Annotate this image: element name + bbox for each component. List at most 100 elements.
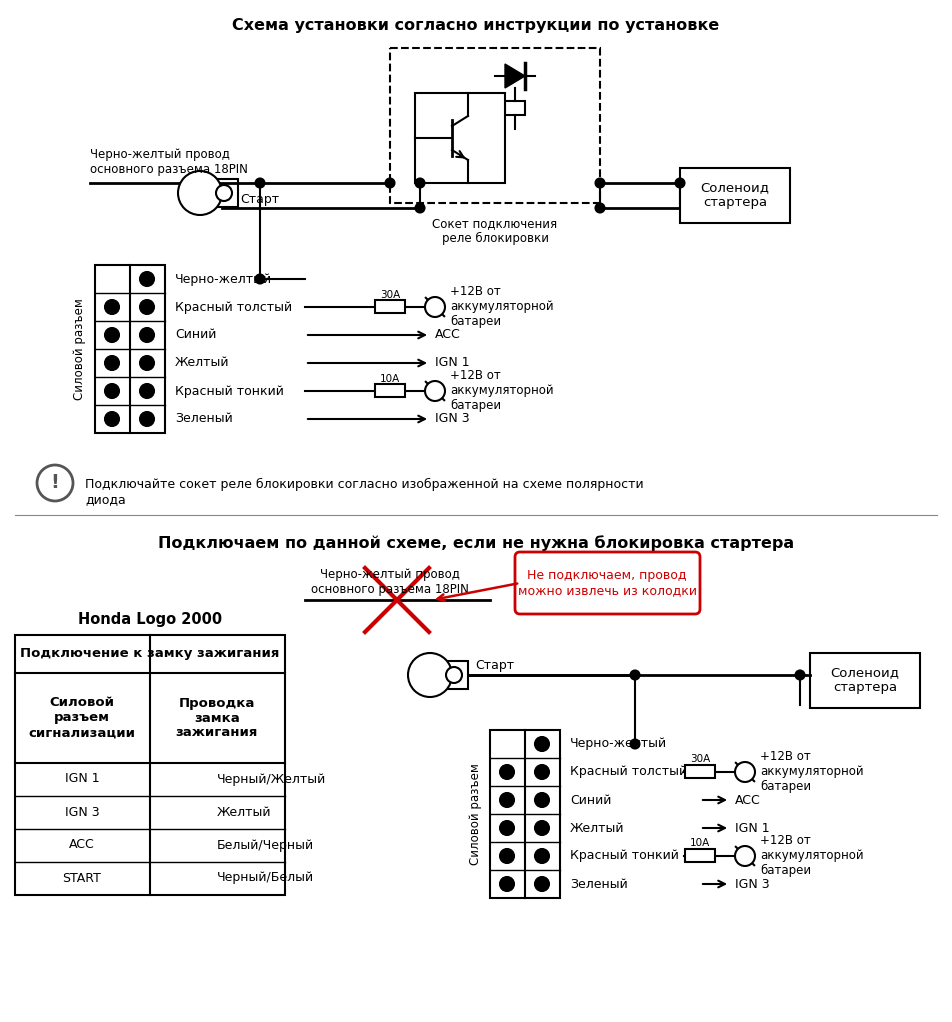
Text: Сокет подключения
реле блокировки: Сокет подключения реле блокировки [432,217,558,245]
Text: START: START [63,872,102,884]
Circle shape [676,179,684,187]
Text: Белый/Черный: Белый/Черный [217,838,314,851]
Text: Синий: Синий [570,793,611,806]
Text: Желтый: Желтый [217,805,271,819]
Text: ACC: ACC [735,793,761,806]
Circle shape [500,793,514,807]
Bar [95,265,165,433]
Text: Старт: Старт [240,193,279,206]
Circle shape [140,272,154,286]
Circle shape [535,821,549,835]
Bar [375,300,405,314]
Bar [810,653,920,708]
Circle shape [596,179,605,187]
Circle shape [140,412,154,426]
Circle shape [255,179,265,187]
Circle shape [500,849,514,863]
Text: Черно-желтый провод
основного разъема 18PIN: Черно-желтый провод основного разъема 18… [90,148,248,176]
Circle shape [535,737,549,751]
Circle shape [140,300,154,314]
Text: Красный тонкий: Красный тонкий [570,849,679,863]
Circle shape [796,670,804,680]
Circle shape [446,667,462,683]
Text: ACC: ACC [435,328,461,341]
Bar [490,730,560,898]
Circle shape [105,384,119,398]
Circle shape [415,203,425,213]
Text: +12В от
аккумуляторной
батареи: +12В от аккумуляторной батареи [760,834,863,877]
Text: Черно-желтый провод
основного разъема 18PIN: Черно-желтый провод основного разъема 18… [311,568,469,596]
Circle shape [105,300,119,314]
Text: Старт: Старт [475,659,514,672]
Circle shape [255,275,265,283]
Bar [505,101,525,115]
Circle shape [535,793,549,807]
Text: Зеленый: Зеленый [175,413,232,425]
Text: 10А: 10А [380,373,400,383]
Polygon shape [505,64,525,88]
Circle shape [535,877,549,891]
Text: Силовой разъем: Силовой разъем [468,763,482,865]
Text: Красный толстый: Красный толстый [175,300,292,314]
Text: !: ! [50,473,59,493]
Text: Зеленый: Зеленый [570,878,627,890]
Bar [375,384,405,398]
Text: IGN 3: IGN 3 [435,413,469,425]
Circle shape [37,465,73,501]
Text: Соленоид
стартера: Соленоид стартера [701,181,769,210]
Circle shape [140,328,154,342]
Text: IGN 1: IGN 1 [65,773,99,786]
Text: Черно-желтый: Черно-желтый [175,273,272,285]
Bar [685,765,715,779]
Text: 10А: 10А [690,838,710,848]
Text: +12В от
аккумуляторной
батареи: +12В от аккумуляторной батареи [760,750,863,793]
Circle shape [500,821,514,835]
Circle shape [535,849,549,863]
Text: +12В от
аккумуляторной
батареи: +12В от аккумуляторной батареи [450,285,554,328]
Text: Honda Logo 2000: Honda Logo 2000 [78,612,222,628]
Text: Черный/Желтый: Черный/Желтый [217,773,327,786]
Text: Силовой разъем: Силовой разъем [73,298,87,400]
Text: Черно-желтый: Черно-желтый [570,738,667,750]
Bar [210,179,238,207]
Text: Схема установки согласно инструкции по установке: Схема установки согласно инструкции по у… [232,18,720,33]
Text: Подключение к замку зажигания: Подключение к замку зажигания [20,648,280,660]
Circle shape [425,297,445,317]
Text: Синий: Синий [175,328,216,341]
Circle shape [140,356,154,370]
Text: Красный толстый: Красный толстый [570,765,687,779]
Circle shape [105,328,119,342]
Circle shape [216,185,232,201]
Circle shape [105,412,119,426]
Circle shape [386,179,394,187]
Text: Желтый: Желтый [570,822,625,835]
Text: IGN 1: IGN 1 [735,822,769,835]
Text: +12В от
аккумуляторной
батареи: +12В от аккумуляторной батареи [450,369,554,412]
Text: Соленоид
стартера: Соленоид стартера [830,666,900,694]
Circle shape [425,381,445,401]
Circle shape [500,765,514,779]
Text: IGN 1: IGN 1 [435,357,469,370]
Circle shape [415,179,425,187]
Text: ACC: ACC [69,838,95,851]
Text: 30А: 30А [690,754,710,764]
Bar [685,849,715,863]
Circle shape [500,877,514,891]
Text: Силовой
разъем
сигнализации: Силовой разъем сигнализации [29,697,135,740]
Text: Красный тонкий: Красный тонкий [175,384,284,398]
Circle shape [105,356,119,370]
Bar [390,48,600,203]
Circle shape [140,384,154,398]
Bar [440,661,468,689]
Bar [15,635,285,895]
Bar [680,168,790,223]
Text: IGN 3: IGN 3 [65,805,99,819]
Text: Желтый: Желтый [175,357,229,370]
FancyBboxPatch shape [515,552,700,614]
Circle shape [630,740,640,748]
Circle shape [596,203,605,213]
Text: Подключайте сокет реле блокировки согласно изображенной на схеме полярности
диод: Подключайте сокет реле блокировки соглас… [85,478,644,506]
Bar [415,93,505,183]
Circle shape [735,846,755,866]
Circle shape [535,765,549,779]
